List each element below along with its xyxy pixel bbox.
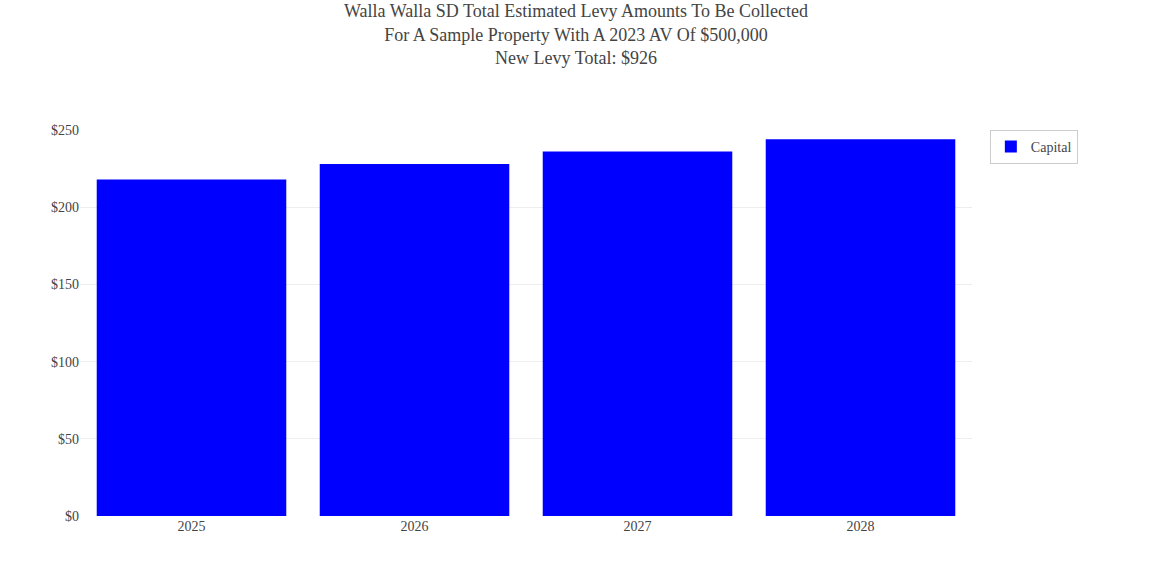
svg-text:$250: $250 (51, 123, 79, 138)
svg-text:2027: 2027 (624, 519, 652, 534)
svg-text:$200: $200 (51, 200, 79, 215)
svg-text:Capital: Capital (1031, 140, 1072, 155)
svg-text:$100: $100 (51, 355, 79, 370)
svg-text:2026: 2026 (401, 519, 429, 534)
svg-text:2025: 2025 (178, 519, 206, 534)
svg-text:Walla Walla SD Total Estimated: Walla Walla SD Total Estimated Levy Amou… (344, 1, 808, 68)
svg-text:$150: $150 (51, 277, 79, 292)
svg-text:2028: 2028 (847, 519, 875, 534)
svg-text:$50: $50 (58, 432, 79, 447)
svg-text:$0: $0 (65, 509, 79, 524)
